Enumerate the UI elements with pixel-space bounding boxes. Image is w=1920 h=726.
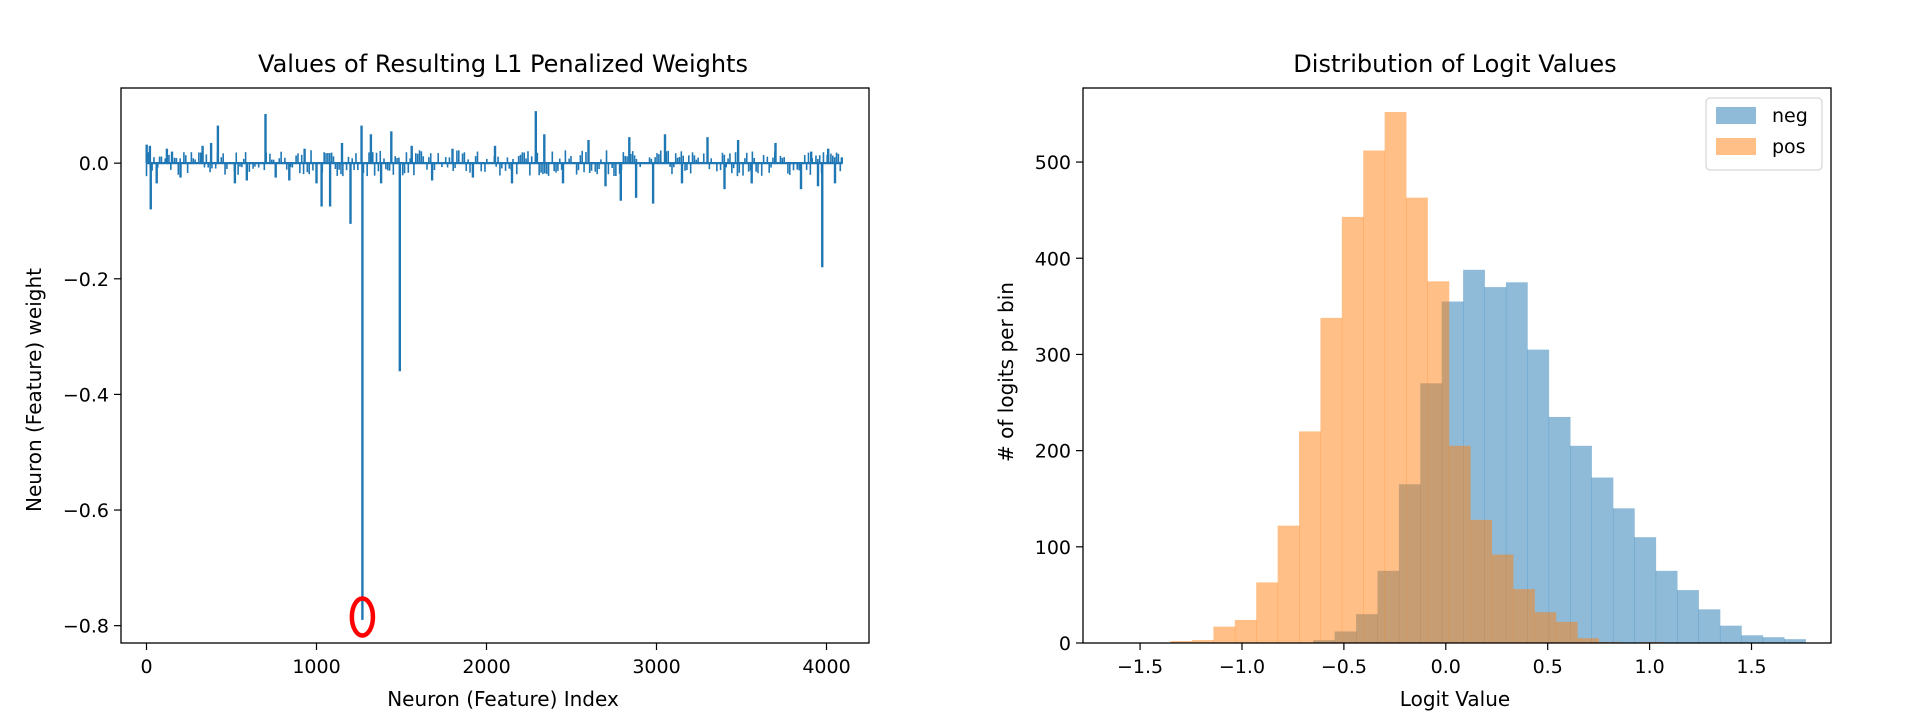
histogram-bar-neg bbox=[1655, 570, 1678, 643]
chart2-ytick-label: 200 bbox=[1035, 441, 1071, 463]
histogram-bar-neg bbox=[1612, 508, 1635, 643]
chart1-ytick-label: 0.0 bbox=[79, 153, 109, 175]
legend-label-neg: neg bbox=[1772, 105, 1808, 127]
weights-line-chart: Values of Resulting L1 Penalized Weights… bbox=[22, 50, 870, 711]
histogram-bar-neg bbox=[1741, 635, 1764, 643]
histogram-bar-neg bbox=[1548, 416, 1571, 643]
chart1-xtick-label: 0 bbox=[140, 656, 152, 678]
chart2-legend: neg pos bbox=[1705, 97, 1823, 171]
chart2-ytick-label: 100 bbox=[1035, 537, 1071, 559]
histogram-bar-neg bbox=[1505, 282, 1528, 643]
chart1-xlabel: Neuron (Feature) Index bbox=[387, 687, 619, 711]
chart1-plot-area bbox=[145, 111, 843, 638]
chart1-y-ticks: 0.0 −0.2 −0.4 −0.6 −0.8 bbox=[63, 153, 121, 638]
chart2-ytick-label: 400 bbox=[1035, 248, 1071, 270]
histogram-bar-neg bbox=[1677, 590, 1699, 643]
chart2-title: Distribution of Logit Values bbox=[1293, 50, 1616, 78]
histogram-bar-pos bbox=[1363, 150, 1386, 643]
chart2-xlabel: Logit Value bbox=[1400, 687, 1510, 711]
histogram-bar-pos bbox=[1470, 519, 1493, 643]
chart1-xtick-label: 3000 bbox=[632, 656, 680, 678]
chart1-xtick-label: 1000 bbox=[292, 656, 340, 678]
legend-swatch-pos bbox=[1716, 138, 1756, 155]
legend-label-pos: pos bbox=[1772, 136, 1806, 158]
chart1-ylabel: Neuron (Feature) weight bbox=[22, 268, 46, 512]
chart2-ytick-label: 0 bbox=[1059, 633, 1071, 655]
histogram-bar-pos bbox=[1427, 281, 1450, 643]
chart2-xtick-label: 1.5 bbox=[1736, 656, 1766, 678]
histogram-bar-pos bbox=[1384, 112, 1407, 643]
histogram-bar-pos bbox=[1513, 589, 1535, 643]
chart2-ytick-label: 300 bbox=[1035, 344, 1071, 366]
chart1-xtick-label: 4000 bbox=[802, 656, 850, 678]
chart1-ytick-label: −0.8 bbox=[63, 616, 109, 638]
histogram-bar-pos bbox=[1277, 525, 1300, 643]
histogram-bar-pos bbox=[1491, 554, 1514, 643]
histogram-bar-pos bbox=[1406, 197, 1428, 643]
histogram-bar-pos bbox=[1299, 431, 1321, 643]
histogram-bar-pos bbox=[1534, 612, 1557, 643]
chart1-xtick-label: 2000 bbox=[462, 656, 510, 678]
chart2-xtick-label: 1.0 bbox=[1634, 656, 1664, 678]
histogram-bar-pos bbox=[1170, 641, 1193, 643]
histogram-bar-pos bbox=[1234, 619, 1257, 643]
chart2-xtick-label: 0.0 bbox=[1431, 656, 1461, 678]
histogram-bar-neg bbox=[1719, 625, 1742, 643]
chart2-x-ticks: −1.5 −1.0 −0.5 0.0 0.5 1.0 1.5 bbox=[1117, 643, 1767, 678]
chart2-xtick-label: −1.5 bbox=[1117, 656, 1163, 678]
chart2-y-ticks: 0 100 200 300 400 500 bbox=[1035, 152, 1083, 655]
chart1-axes-frame bbox=[120, 87, 870, 644]
legend-swatch-neg bbox=[1716, 107, 1756, 124]
logit-histogram-chart: Distribution of Logit Values Logit Value… bbox=[994, 50, 1832, 711]
histogram-bar-pos bbox=[1555, 621, 1578, 643]
histogram-series-pos bbox=[1170, 112, 1664, 643]
chart1-ytick-label: −0.4 bbox=[63, 384, 109, 406]
chart1-ytick-label: −0.6 bbox=[63, 500, 109, 522]
histogram-bar-pos bbox=[1448, 445, 1471, 643]
chart2-plot-area bbox=[1170, 112, 1806, 643]
chart2-xtick-label: −0.5 bbox=[1321, 656, 1367, 678]
chart2-xtick-label: 0.5 bbox=[1533, 656, 1563, 678]
chart1-ytick-label: −0.2 bbox=[63, 269, 109, 291]
histogram-bar-pos bbox=[1192, 640, 1214, 643]
histogram-bar-pos bbox=[1341, 216, 1364, 643]
histogram-bar-neg bbox=[1591, 477, 1614, 643]
chart2-xtick-label: −1.0 bbox=[1219, 656, 1265, 678]
histogram-bar-neg bbox=[1634, 537, 1657, 643]
histogram-bar-neg bbox=[1527, 349, 1550, 643]
histogram-bar-neg bbox=[1698, 609, 1721, 643]
histogram-bar-neg bbox=[1762, 637, 1785, 643]
histogram-bar-pos bbox=[1213, 626, 1236, 643]
chart2-ylabel: # of logits per bin bbox=[994, 282, 1018, 462]
chart1-x-ticks: 0 1000 2000 3000 4000 bbox=[140, 643, 851, 678]
histogram-bar-pos bbox=[1320, 317, 1343, 643]
histogram-bar-pos bbox=[1577, 638, 1600, 643]
highlight-circle-annotation bbox=[349, 596, 376, 638]
chart2-axes-frame bbox=[1082, 87, 1832, 644]
chart1-title: Values of Resulting L1 Penalized Weights bbox=[258, 50, 748, 78]
chart2-ytick-label: 500 bbox=[1035, 152, 1071, 174]
histogram-bar-pos bbox=[1256, 582, 1279, 643]
histogram-bar-neg bbox=[1570, 445, 1592, 643]
histogram-bar-neg bbox=[1784, 639, 1806, 643]
